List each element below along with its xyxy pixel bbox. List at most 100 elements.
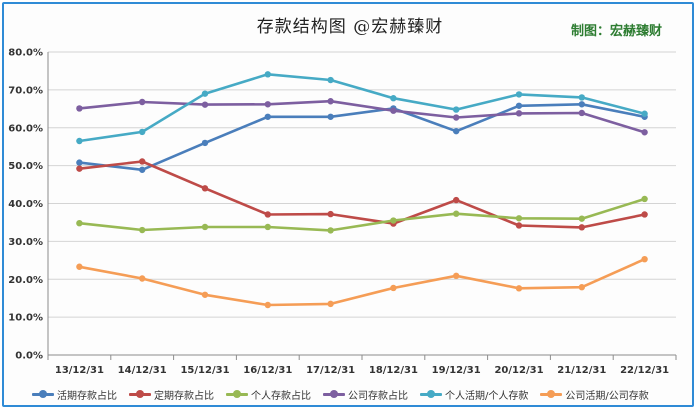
series-line [78,99,646,134]
y-tick-label: 80.0% [8,48,43,59]
axes [47,52,677,360]
data-point [453,272,460,280]
data-point [264,113,271,120]
data-point [390,217,397,224]
data-point [76,263,83,270]
legend-item: 个人活期/个人存款 [420,387,528,402]
y-axis-ticks: 0.0% 10.0% 20.0% 30.0% 40.0% 50.0% 60.0% 70.0% 8… [8,48,43,362]
data-point [139,166,146,173]
gridlines [48,51,676,318]
data-point [264,301,271,309]
x-tick-label: 18/12/31 [369,365,418,376]
legend-label: 活期存款占比 [57,390,117,402]
legend-label: 公司存款占比 [348,390,408,402]
data-point [264,101,271,108]
data-point [453,114,460,121]
data-point [515,222,523,229]
data-point [641,211,648,218]
x-axis-ticks: 13/12/31 14/12/31 15/12/31 16/12/31 17/12/31… [55,365,669,376]
data-point [264,71,271,78]
series-4 [76,71,648,145]
x-tick-label: 19/12/31 [432,365,481,376]
data-point [578,284,585,291]
data-point [515,102,523,109]
data-point [327,113,334,120]
y-tick-label: 70.0% [8,85,43,96]
x-tick-label: 13/12/31 [55,365,104,376]
data-point [327,227,334,234]
data-point [201,101,209,108]
x-tick-label: 16/12/31 [243,365,292,376]
legend-label: 定期存款占比 [154,390,214,402]
data-point [641,110,648,117]
data-point [139,128,146,136]
data-point [390,284,397,292]
legend-swatch [323,389,345,399]
legend-item: 定期存款占比 [129,387,214,402]
data-point [76,165,83,172]
data-point [139,226,146,234]
y-tick-label: 50.0% [8,161,43,172]
data-point [578,215,585,222]
data-point [76,137,83,145]
legend-item: 公司活期/公司存款 [540,387,649,402]
y-tick-label: 30.0% [8,237,43,248]
legend-swatch [540,389,563,399]
legend-label: 公司活期/公司存款 [565,390,649,402]
data-point [139,158,146,165]
x-tick-label: 14/12/31 [118,365,167,376]
data-point [390,107,397,114]
series-3 [76,98,648,136]
series-group [76,71,648,309]
data-point [327,300,334,308]
series-line [78,73,646,143]
data-point [327,98,334,105]
data-point [264,223,271,231]
data-point [201,223,209,231]
data-point [139,98,146,106]
data-point [453,106,460,113]
legend-label: 个人活期/个人存款 [445,390,529,402]
data-point [641,129,648,136]
data-point [515,91,523,98]
data-point [139,275,146,282]
data-point [201,90,209,97]
y-tick-label: 60.0% [8,123,43,134]
data-point [201,291,209,298]
y-tick-label: 20.0% [8,275,43,286]
y-tick-label: 0.0% [15,351,43,362]
data-point [201,139,209,147]
x-tick-label: 21/12/31 [557,365,606,376]
legend-swatch [420,389,442,399]
data-point [76,105,83,112]
series-5 [76,255,648,309]
legend-swatch [32,389,54,399]
series-2 [76,195,648,234]
data-point [641,255,648,263]
data-point [327,76,334,84]
data-point [453,210,460,217]
data-point [515,110,523,117]
data-point [515,285,523,292]
chart-frame [2,2,694,407]
y-tick-label: 10.0% [8,313,43,324]
legend-item: 个人存款占比 [226,387,311,402]
data-point [641,195,648,203]
data-point [76,219,83,227]
chart-title: 存款结构图 @宏赫臻财 [256,17,444,37]
x-tick-label: 20/12/31 [494,365,543,376]
series-line [78,160,646,229]
y-tick-label: 40.0% [8,199,43,210]
data-point [578,101,585,108]
legend-item: 活期存款占比 [32,387,117,402]
data-point [578,94,585,101]
data-point [327,210,334,218]
data-point [453,196,460,204]
x-tick-label: 22/12/31 [620,365,669,376]
data-point [76,159,83,166]
data-point [453,127,460,135]
x-tick-label: 17/12/31 [306,365,355,376]
data-point [578,109,585,117]
series-line [78,257,646,307]
